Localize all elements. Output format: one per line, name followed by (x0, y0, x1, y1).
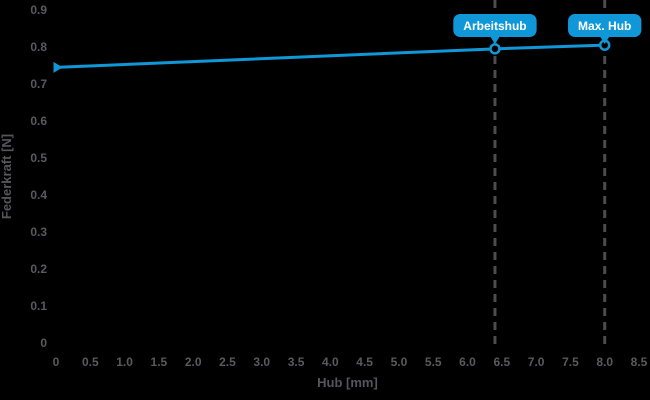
y-tick-label: 0.4 (30, 188, 47, 202)
y-tick-label: 0.2 (30, 262, 47, 276)
x-tick-label: 7.5 (562, 355, 579, 369)
arbeitshub-badge[interactable]: Arbeitshub (453, 14, 537, 44)
y-tick-label: 0.3 (30, 225, 47, 239)
y-tick-label: 0.8 (30, 40, 47, 54)
x-tick-label: 2.5 (219, 355, 236, 369)
badge-pointer (599, 36, 610, 44)
y-axis-title: Federkraft [N] (0, 134, 14, 219)
arbeitshub-point-marker (489, 43, 501, 55)
x-axis-title: Hub [mm] (317, 375, 378, 390)
y-tick-label: 0.1 (30, 299, 47, 313)
y-tick-label: 0.6 (30, 114, 47, 128)
x-tick-label: 2.0 (185, 355, 202, 369)
x-tick-label: 7.0 (528, 355, 545, 369)
badge-pointer (489, 36, 500, 44)
x-tick-label: 8.0 (596, 355, 613, 369)
force-line (54, 43, 607, 69)
x-tick-label: 0.5 (82, 355, 99, 369)
x-tick-label: 3.0 (253, 355, 270, 369)
y-tick-label: 0.5 (30, 151, 47, 165)
x-tick-label: 4.5 (356, 355, 373, 369)
badge-label: Arbeitshub (463, 19, 526, 33)
x-tick-label: 6.0 (459, 355, 476, 369)
x-tick-label: 4.0 (322, 355, 339, 369)
x-tick-label: 1.5 (151, 355, 168, 369)
y-tick-label: 0.7 (30, 77, 47, 91)
x-tick-label: 8.5 (631, 355, 648, 369)
max-hub-badge[interactable]: Max. Hub (568, 14, 642, 44)
x-tick-label: 6.5 (493, 355, 510, 369)
x-tick-label: 3.5 (288, 355, 305, 369)
badge-label: Max. Hub (578, 19, 631, 33)
x-tick-label: 0 (53, 355, 60, 369)
x-tick-label: 1.0 (116, 355, 133, 369)
x-tick-label: 5.0 (391, 355, 408, 369)
line-start-marker (53, 61, 63, 73)
y-tick-label: 0.9 (30, 3, 47, 17)
x-tick-label: 5.5 (425, 355, 442, 369)
badge-background (568, 14, 642, 37)
badge-background (453, 14, 537, 37)
y-tick-label: 0 (40, 336, 47, 350)
